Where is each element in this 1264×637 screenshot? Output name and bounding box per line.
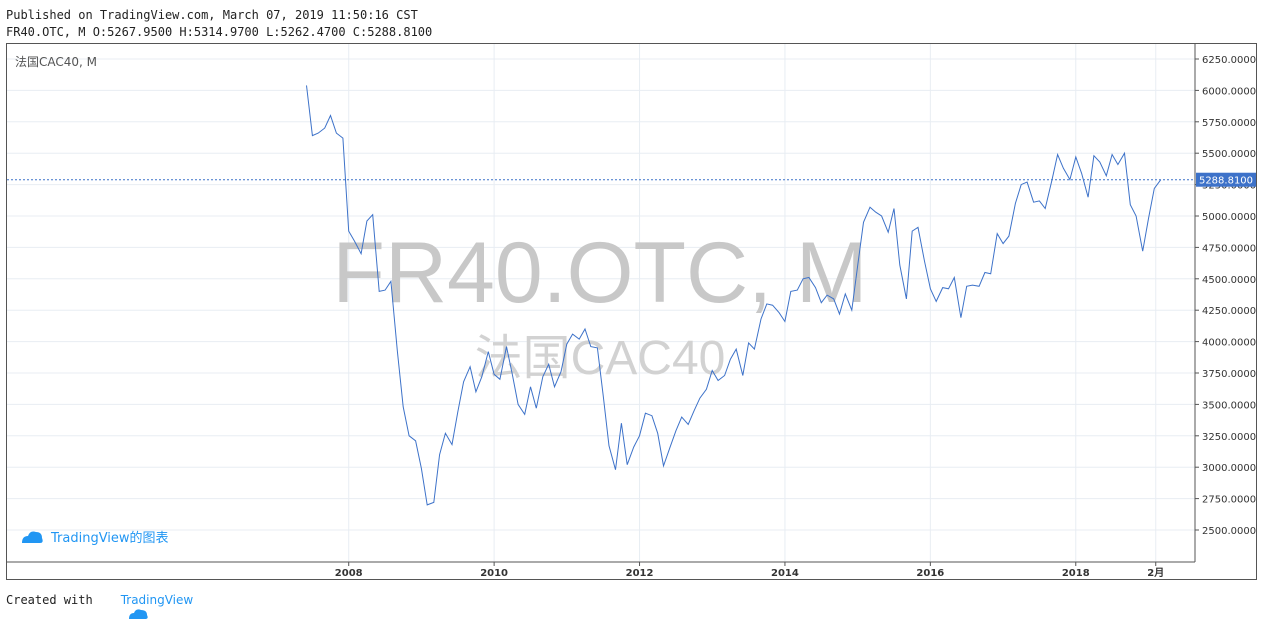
current-price-badge [1196,172,1256,187]
published-header: Published on TradingView.com, March 07, … [6,8,418,22]
footer-logo-icon [99,594,148,619]
price-series-line[interactable] [306,85,1162,506]
y-tick-label: 3750.0000 [1202,369,1256,380]
y-tick-label: 2750.0000 [1202,495,1256,506]
y-tick-label: 4750.0000 [1202,243,1256,254]
y-tick-label: 5000.0000 [1202,212,1256,223]
chart-frame[interactable] [6,43,1257,580]
current-price-label: 5288.8100 [1199,176,1253,187]
y-tick-label: 3000.0000 [1202,463,1256,474]
watermark-symbol: FR40.OTC, M [332,225,867,321]
chart-title: 法国CAC40, M [15,55,97,69]
footer: Created with TradingView [6,593,194,619]
y-tick-label: 6000.0000 [1202,86,1256,97]
x-tick-label: 2008 [335,568,363,579]
time-axis[interactable]: 2008 2010 2012 2014 2016 2018 2月 [335,562,1164,579]
x-tick-label: 2016 [916,568,944,579]
cloud-icon [22,531,43,543]
x-tick-label: 2012 [626,568,654,579]
footer-created: Created with [6,593,93,607]
y-tick-label: 4500.0000 [1202,275,1256,286]
y-tick-label: 4000.0000 [1202,338,1256,349]
grid [7,44,1195,562]
y-tick-label: 5500.0000 [1202,149,1256,160]
y-tick-label: 3500.0000 [1202,400,1256,411]
x-tick-label: 2014 [771,568,799,579]
x-tick-label: 2月 [1147,567,1164,579]
price-chart[interactable]: FR40.OTC, M 法国CAC40 2500.0000 2750.0000 30… [0,0,1264,617]
tradingview-logo[interactable]: TradingView的图表 [22,530,169,546]
x-tick-label: 2018 [1062,568,1090,579]
price-axis[interactable]: 2500.0000 2750.0000 3000.0000 3250.0000 3500… [1195,55,1256,537]
y-tick-label: 5750.0000 [1202,118,1256,129]
x-tick-label: 2010 [480,568,508,579]
ohlc-header: FR40.OTC, M O:5267.9500 H:5314.9700 L:52… [6,25,433,39]
y-tick-label: 4250.0000 [1202,306,1256,317]
logo-text[interactable]: TradingView的图表 [50,530,169,546]
y-tick-label: 6250.0000 [1202,55,1256,66]
watermark-name: 法国CAC40 [475,332,726,385]
footer-brand-link[interactable]: TradingView [120,593,194,607]
series-layer [306,85,1162,506]
y-tick-label: 3250.0000 [1202,432,1256,443]
y-tick-label: 2500.0000 [1202,526,1256,537]
